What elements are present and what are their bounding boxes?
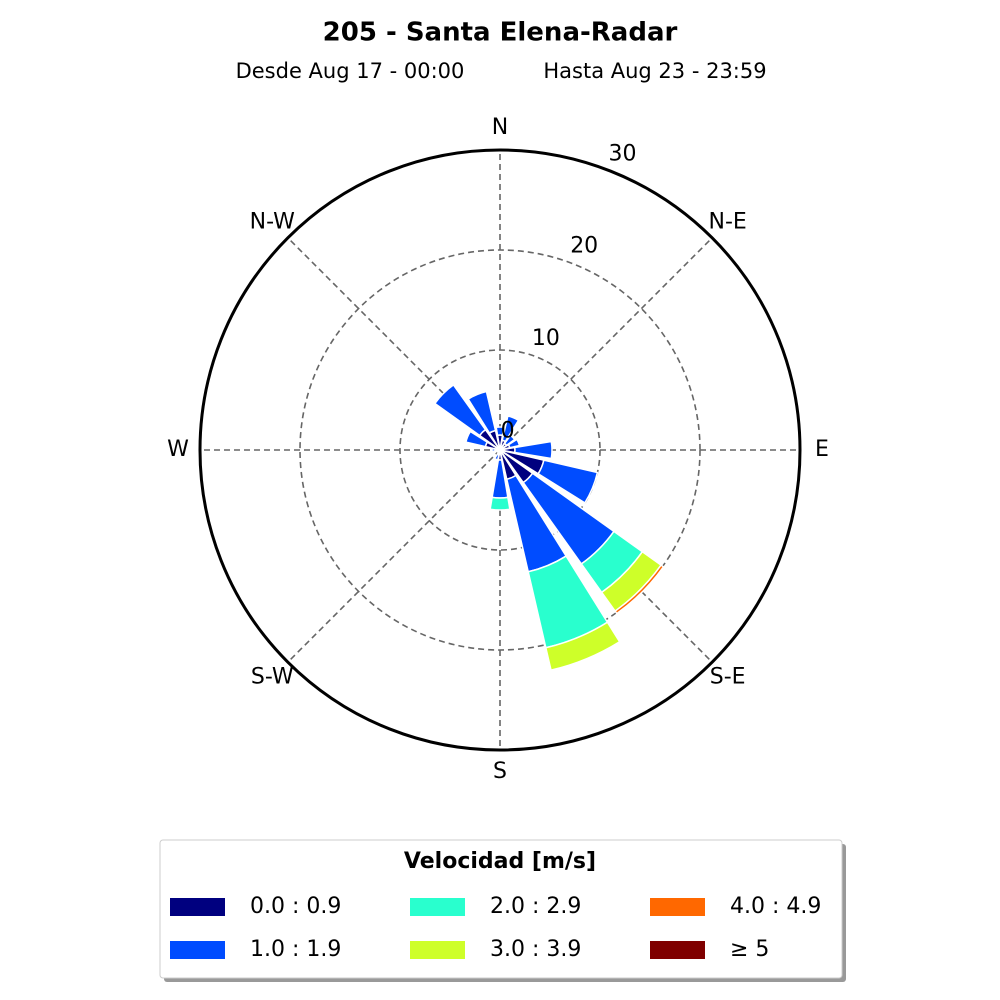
bar-segment bbox=[433, 383, 487, 437]
legend-swatch bbox=[410, 898, 465, 916]
chart-title: 205 - Santa Elena-Radar bbox=[323, 18, 678, 48]
direction-label: S-W bbox=[251, 665, 294, 690]
bar-segment bbox=[465, 430, 489, 448]
r-tick-label: 10 bbox=[532, 326, 560, 351]
polar-frame bbox=[198, 148, 802, 752]
r-tick-label: 30 bbox=[608, 141, 636, 166]
legend-swatch bbox=[650, 898, 705, 916]
direction-label: N-W bbox=[250, 209, 296, 234]
r-tick-label: 20 bbox=[570, 234, 598, 259]
bar-segment bbox=[507, 438, 521, 449]
bar-segment bbox=[513, 440, 553, 460]
direction-label: S bbox=[493, 759, 507, 784]
bar-segment bbox=[537, 459, 599, 504]
bar-segment bbox=[544, 621, 621, 672]
legend-label: 1.0 : 1.9 bbox=[250, 937, 341, 962]
bar-segment bbox=[503, 434, 516, 447]
bar-segment bbox=[489, 496, 511, 511]
direction-label: N bbox=[492, 115, 508, 140]
direction-label: N-E bbox=[709, 209, 747, 234]
legend-swatch bbox=[650, 941, 705, 959]
direction-label: E bbox=[815, 437, 829, 462]
legend-swatch bbox=[170, 941, 225, 959]
bar-segment bbox=[495, 426, 505, 437]
legend-label: 4.0 : 4.9 bbox=[730, 894, 821, 919]
chart-subtitle: Desde Aug 17 - 00:00 bbox=[236, 59, 465, 83]
chart-subtitle: Hasta Aug 23 - 23:59 bbox=[543, 59, 766, 83]
r-tick-label: 0 bbox=[501, 419, 515, 444]
legend-label: 3.0 : 3.9 bbox=[490, 937, 581, 962]
bar-segment bbox=[614, 564, 665, 615]
legend-label: ≥ 5 bbox=[730, 937, 769, 962]
legend-title: Velocidad [m/s] bbox=[404, 849, 596, 874]
direction-label: S-E bbox=[710, 665, 746, 690]
legend-label: 2.0 : 2.9 bbox=[490, 894, 581, 919]
bar-segment bbox=[501, 415, 520, 443]
bar-segment bbox=[467, 390, 497, 435]
grid-spoke bbox=[287, 449, 501, 663]
legend-swatch bbox=[170, 898, 225, 916]
bar-segment bbox=[493, 453, 500, 461]
legend-label: 0.0 : 0.9 bbox=[250, 894, 341, 919]
legend-swatch bbox=[410, 941, 465, 959]
direction-label: W bbox=[167, 437, 189, 462]
grid-spoke bbox=[499, 237, 713, 451]
